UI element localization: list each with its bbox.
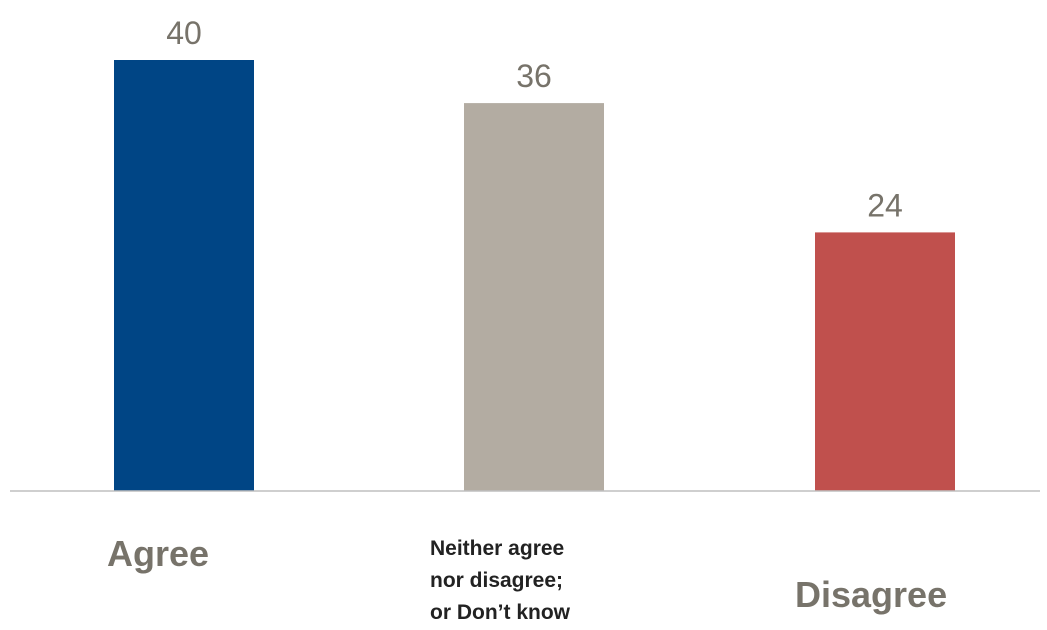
bar-agree: [114, 60, 254, 491]
category-label-neither-line: nor disagree;: [430, 569, 564, 592]
category-label-neither-line: or Don’t know: [430, 601, 570, 624]
category-label-neither: Neither agree nor disagree; or Don’t kno…: [430, 533, 570, 629]
value-labels-group: 40 36 24: [166, 15, 903, 223]
value-label-neither: 36: [516, 58, 552, 94]
value-label-disagree: 24: [867, 187, 903, 223]
category-label-disagree: Disagree: [795, 574, 948, 615]
category-label-agree: Agree: [107, 533, 210, 574]
bar-neither: [464, 103, 604, 491]
bars-group: [114, 60, 955, 491]
value-label-agree: 40: [166, 15, 202, 51]
category-label-neither-line: Neither agree: [430, 537, 565, 560]
bar-disagree: [815, 232, 955, 491]
